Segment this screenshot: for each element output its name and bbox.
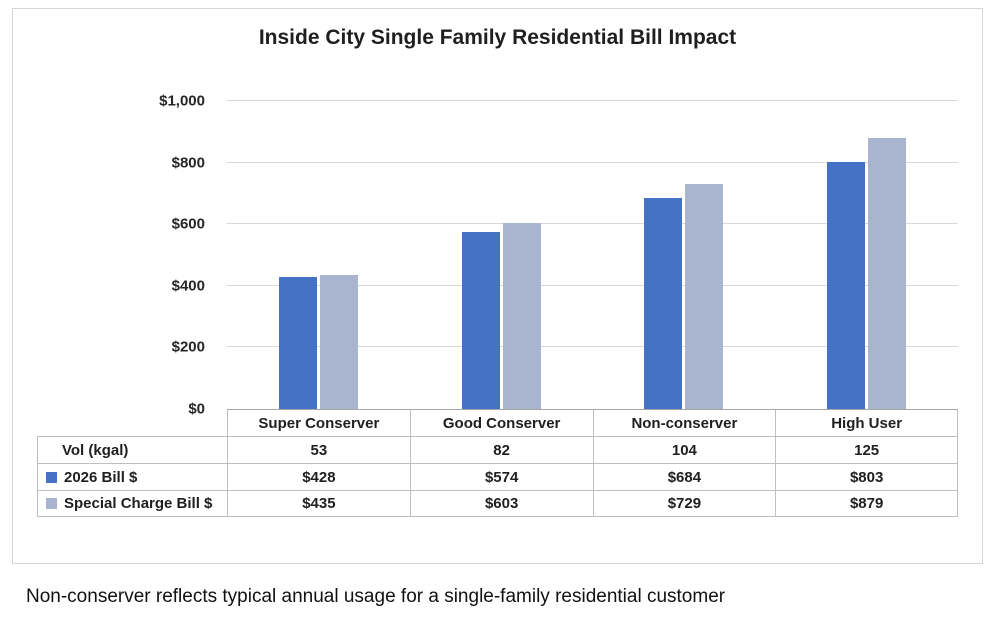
bar-special-charge-bill--super-conserver <box>319 275 358 409</box>
bar-2026-bill--good-conserver <box>461 232 500 409</box>
table-cell: 82 <box>409 436 593 463</box>
bar-group-non-conserver <box>593 101 776 409</box>
footnote: Non-conserver reflects typical annual us… <box>26 586 726 607</box>
row-label-text: 2026 Bill $ <box>64 468 138 486</box>
row-label-text: Vol (kgal) <box>62 441 129 459</box>
bar-2026-bill--high-user <box>827 161 866 409</box>
table-cell: $428 <box>227 463 410 490</box>
bar-special-charge-bill--non-conserver <box>685 184 724 409</box>
gridline <box>227 284 958 286</box>
row-label-text: Special Charge Bill $ <box>64 495 213 512</box>
legend-swatch-special-charge-bill- <box>46 498 57 509</box>
y-tick-label: $600 <box>171 215 205 233</box>
table-cell: $803 <box>775 463 958 490</box>
bar-special-charge-bill--high-user <box>868 138 907 409</box>
bar-group-good-conserver <box>410 101 593 409</box>
gridline <box>227 223 958 225</box>
table-cell: $435 <box>227 490 410 517</box>
bar-2026-bill--super-conserver <box>278 277 317 409</box>
row-label-2026-bill-: 2026 Bill $ <box>37 463 227 490</box>
row-label-vol-kgal-: Vol (kgal) <box>37 436 227 463</box>
chart-frame: Inside City Single Family Residential Bi… <box>12 8 983 564</box>
bar-2026-bill--non-conserver <box>644 198 683 409</box>
bar-group-super-conserver <box>227 101 410 409</box>
category-label-good-conserver: Good Conserver <box>409 409 593 436</box>
y-tick-label: $800 <box>171 154 205 172</box>
y-tick-label: $200 <box>171 338 205 356</box>
data-table: Super Conserver Good Conserver Non-conserv… <box>37 409 958 517</box>
chart-title: Inside City Single Family Residential Bi… <box>258 26 737 49</box>
table-cell: $729 <box>592 490 776 517</box>
category-label-high-user: High User <box>775 409 958 436</box>
bar-special-charge-bill--good-conserver <box>502 223 541 409</box>
category-label-super-conserver: Super Conserver <box>227 409 410 436</box>
gridline <box>227 100 958 101</box>
gridline <box>227 161 958 163</box>
table-cell: $684 <box>592 463 776 490</box>
legend-swatch-2026-bill- <box>46 471 57 483</box>
y-tick-label: $1,000 <box>159 92 205 110</box>
table-cell: $603 <box>409 490 593 517</box>
gridline <box>227 346 958 348</box>
table-cell: $879 <box>775 490 958 517</box>
table-cell: 125 <box>775 436 958 463</box>
plot-row: $0 $200 $400 $600 $800 $1,000 <box>37 93 958 418</box>
table-cell: $574 <box>409 463 593 490</box>
y-tick-label: $0 <box>188 400 205 418</box>
plot-area <box>227 100 958 409</box>
category-label-non-conserver: Non-conserver <box>592 409 776 436</box>
table-cell: 104 <box>592 436 776 463</box>
row-label-special-charge-bill-: Special Charge Bill $ <box>37 490 227 517</box>
y-axis: $0 $200 $400 $600 $800 $1,000 <box>37 93 227 418</box>
bar-group-high-user <box>775 101 958 409</box>
y-tick-label: $400 <box>171 277 205 295</box>
table-cell: 53 <box>227 436 410 463</box>
